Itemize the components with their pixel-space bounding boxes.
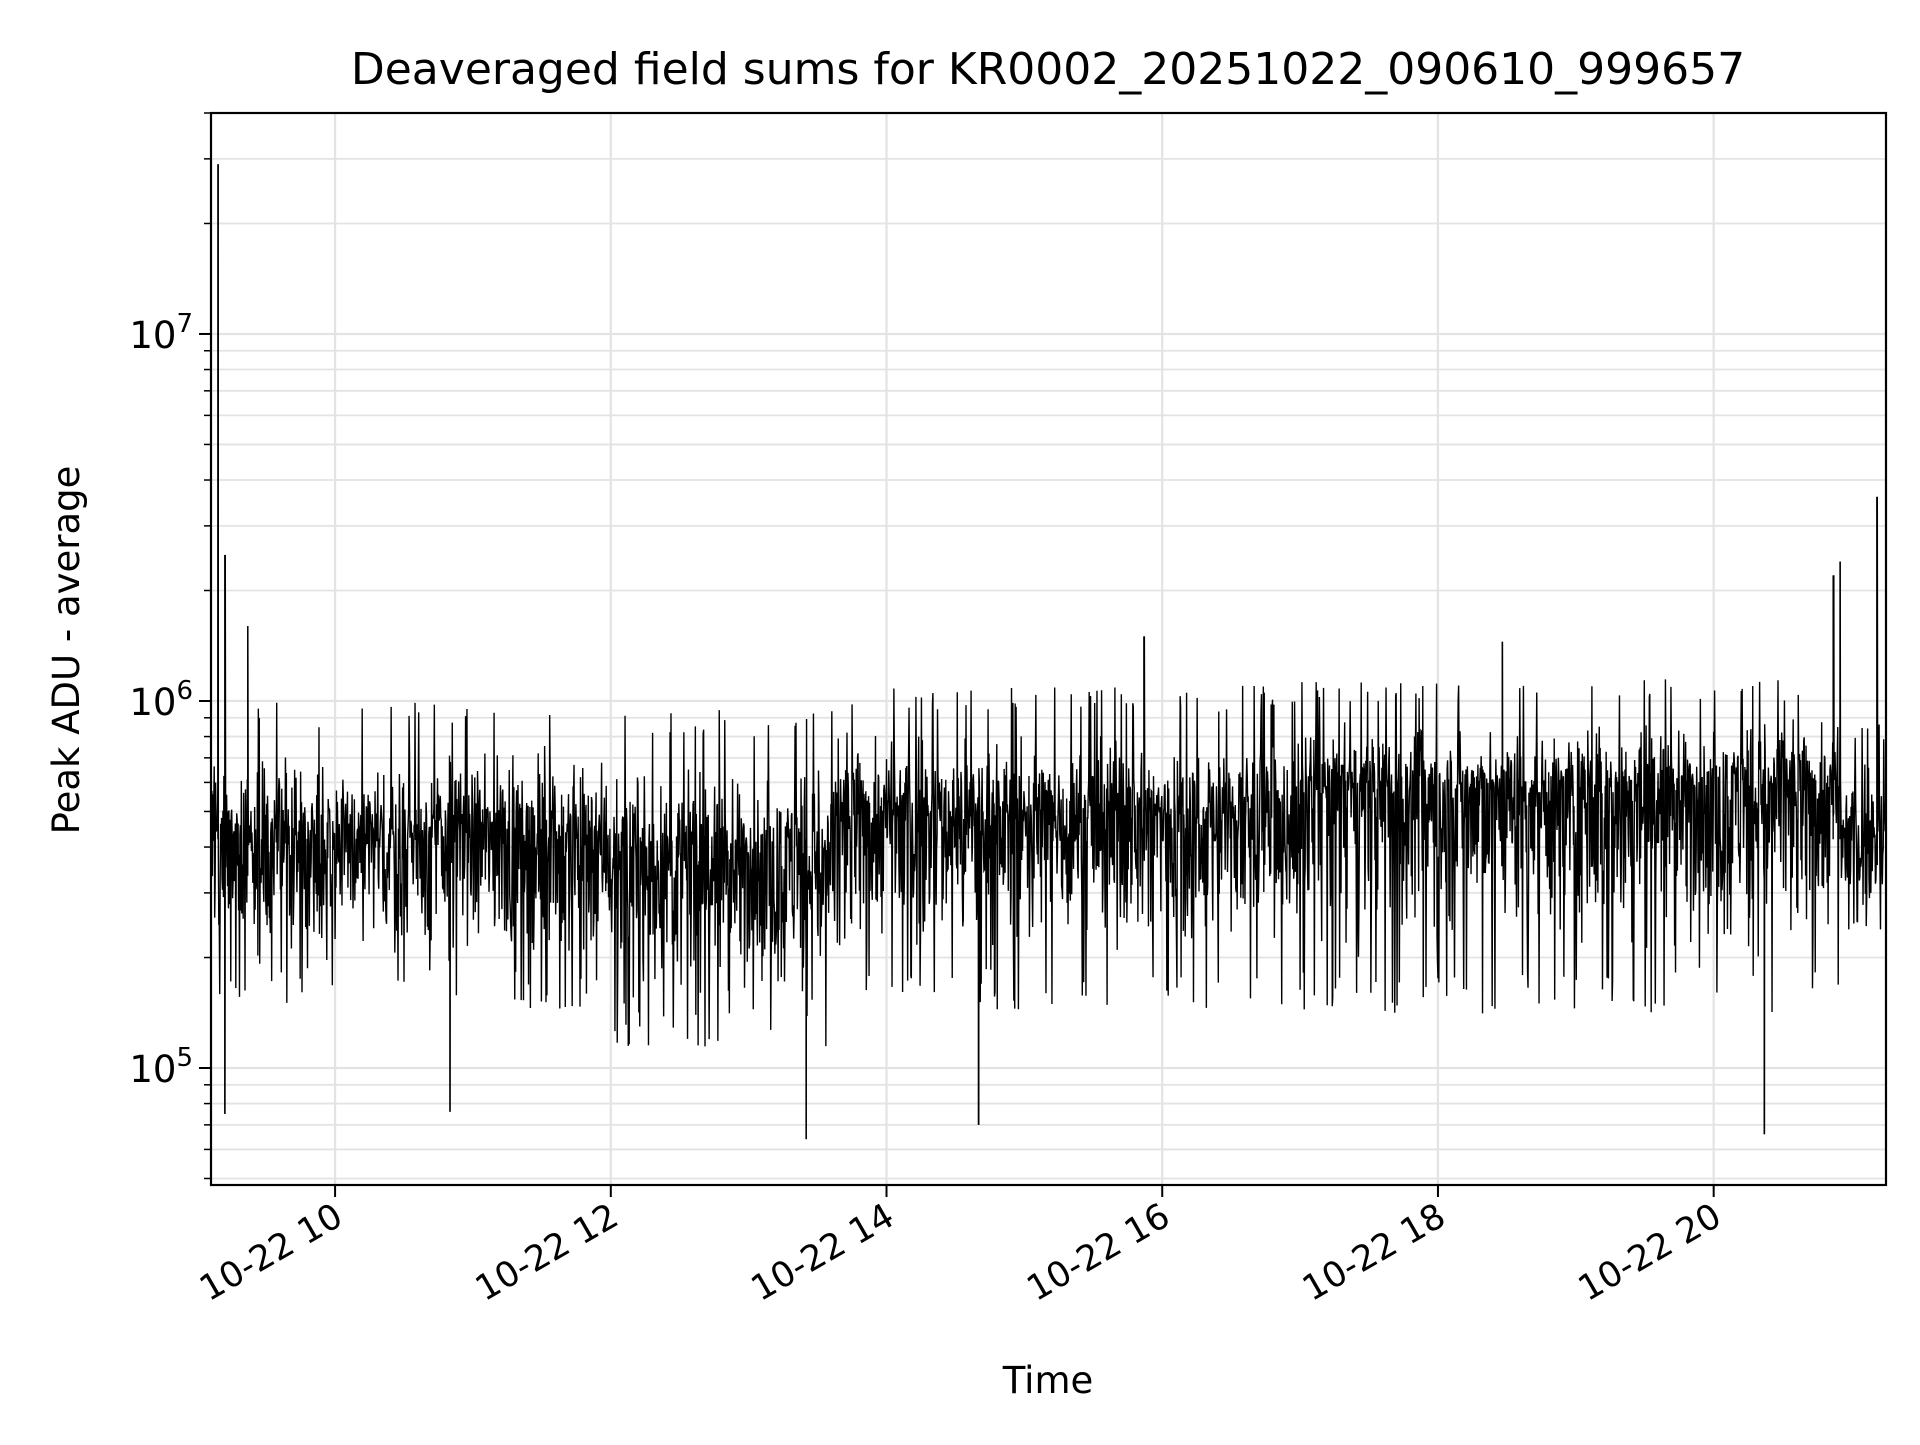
y-axis-ticks: 105 106 107	[129, 112, 211, 1180]
y-tick-label: 107	[129, 309, 193, 357]
chart-title: Deaveraged field sums for KR0002_2025102…	[351, 44, 1745, 95]
y-tick-label: 106	[129, 676, 193, 724]
plot-frame	[209, 111, 1888, 1187]
y-tick-label: 105	[129, 1043, 193, 1091]
data-trace	[210, 164, 1887, 1140]
y-axis-label: Peak ADU - average	[45, 466, 88, 835]
series-line	[210, 164, 1887, 1140]
x-axis-label: Time	[1002, 1359, 1094, 1402]
